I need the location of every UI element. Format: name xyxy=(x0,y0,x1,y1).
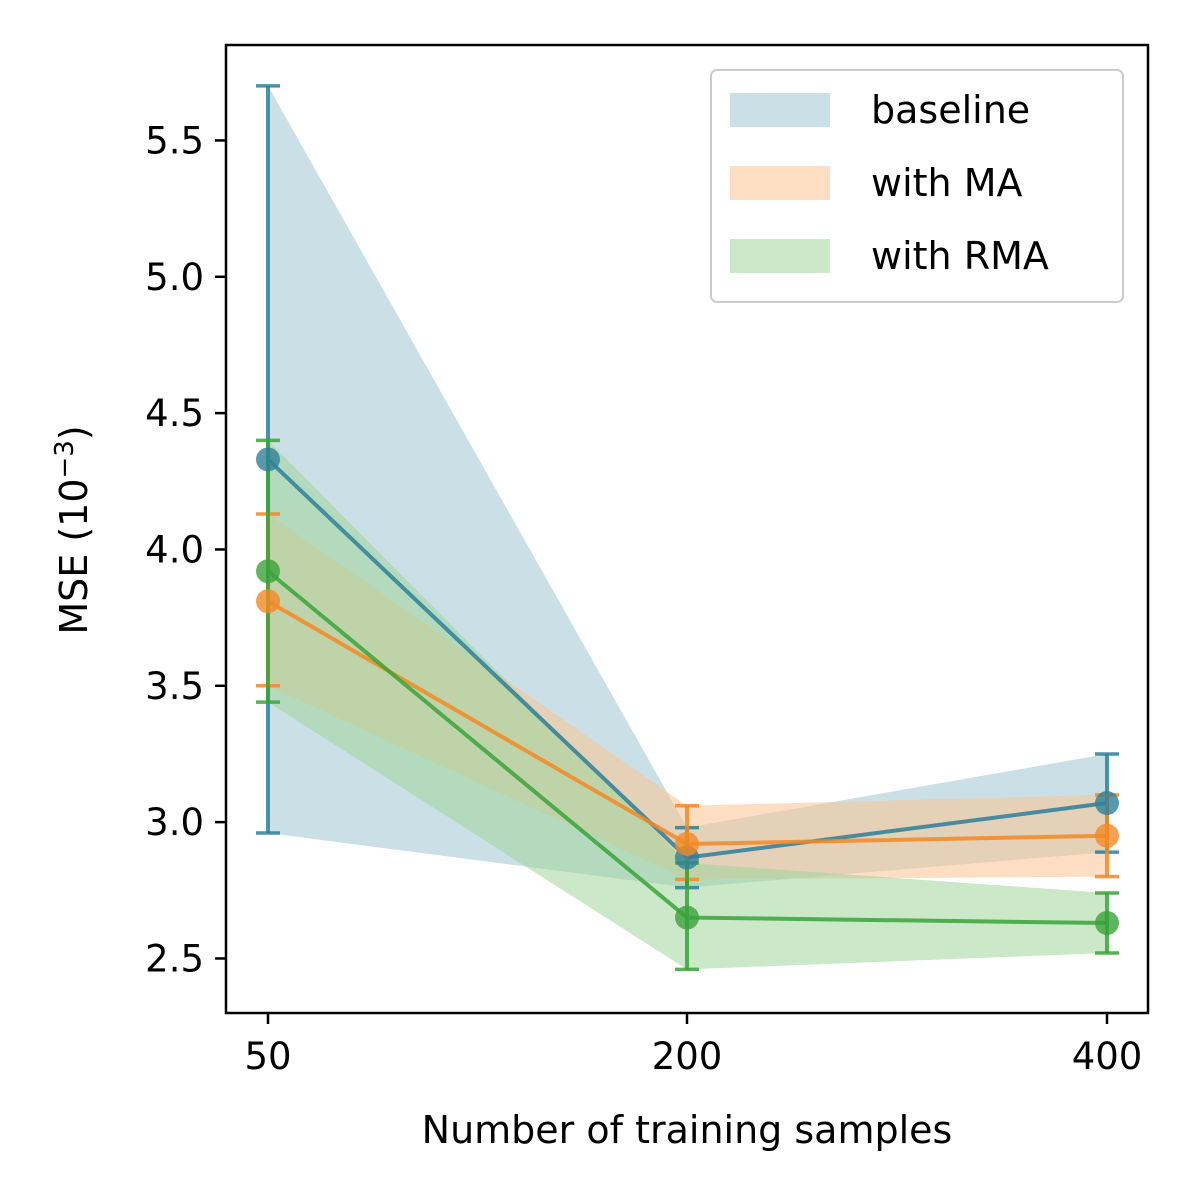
y-tick-label: 5.5 xyxy=(145,119,204,162)
with-rma-point xyxy=(1095,911,1119,936)
with-ma-point xyxy=(1095,823,1119,848)
legend-label-with-ma: with MA xyxy=(871,161,1022,205)
x-axis: 50 200 400 xyxy=(244,1013,1142,1078)
y-tick-label: 4.0 xyxy=(145,528,204,571)
y-tick-label: 3.0 xyxy=(145,801,204,844)
baseline-point xyxy=(256,447,280,472)
series-points xyxy=(256,447,1119,936)
with-ma-point xyxy=(675,831,699,856)
y-tick-label: 4.5 xyxy=(145,392,204,435)
legend-swatch-baseline xyxy=(730,93,830,127)
y-tick-label: 2.5 xyxy=(145,937,204,980)
x-tick-label: 50 xyxy=(244,1035,291,1078)
legend-label-with-rma: with RMA xyxy=(871,234,1049,278)
legend: baseline with MA with RMA xyxy=(710,69,1124,303)
y-tick-label: 5.0 xyxy=(145,256,204,299)
x-tick-label: 400 xyxy=(1072,1035,1143,1078)
x-tick-label: 200 xyxy=(652,1035,723,1078)
x-axis-label: Number of training samples xyxy=(422,1108,953,1152)
with-rma-point xyxy=(675,905,699,930)
y-tick-label: 3.5 xyxy=(145,665,204,708)
with-ma-point xyxy=(256,589,280,614)
with-rma-point xyxy=(256,559,280,584)
legend-label-baseline: baseline xyxy=(871,88,1030,132)
y-axis: 2.5 3.0 3.5 4.0 4.5 5.0 5.5 xyxy=(145,119,226,980)
baseline-point xyxy=(1095,791,1119,816)
legend-swatch-with-rma xyxy=(730,239,830,273)
y-axis-label: MSE (10−3) xyxy=(50,425,96,634)
legend-swatch-with-ma xyxy=(730,166,830,200)
